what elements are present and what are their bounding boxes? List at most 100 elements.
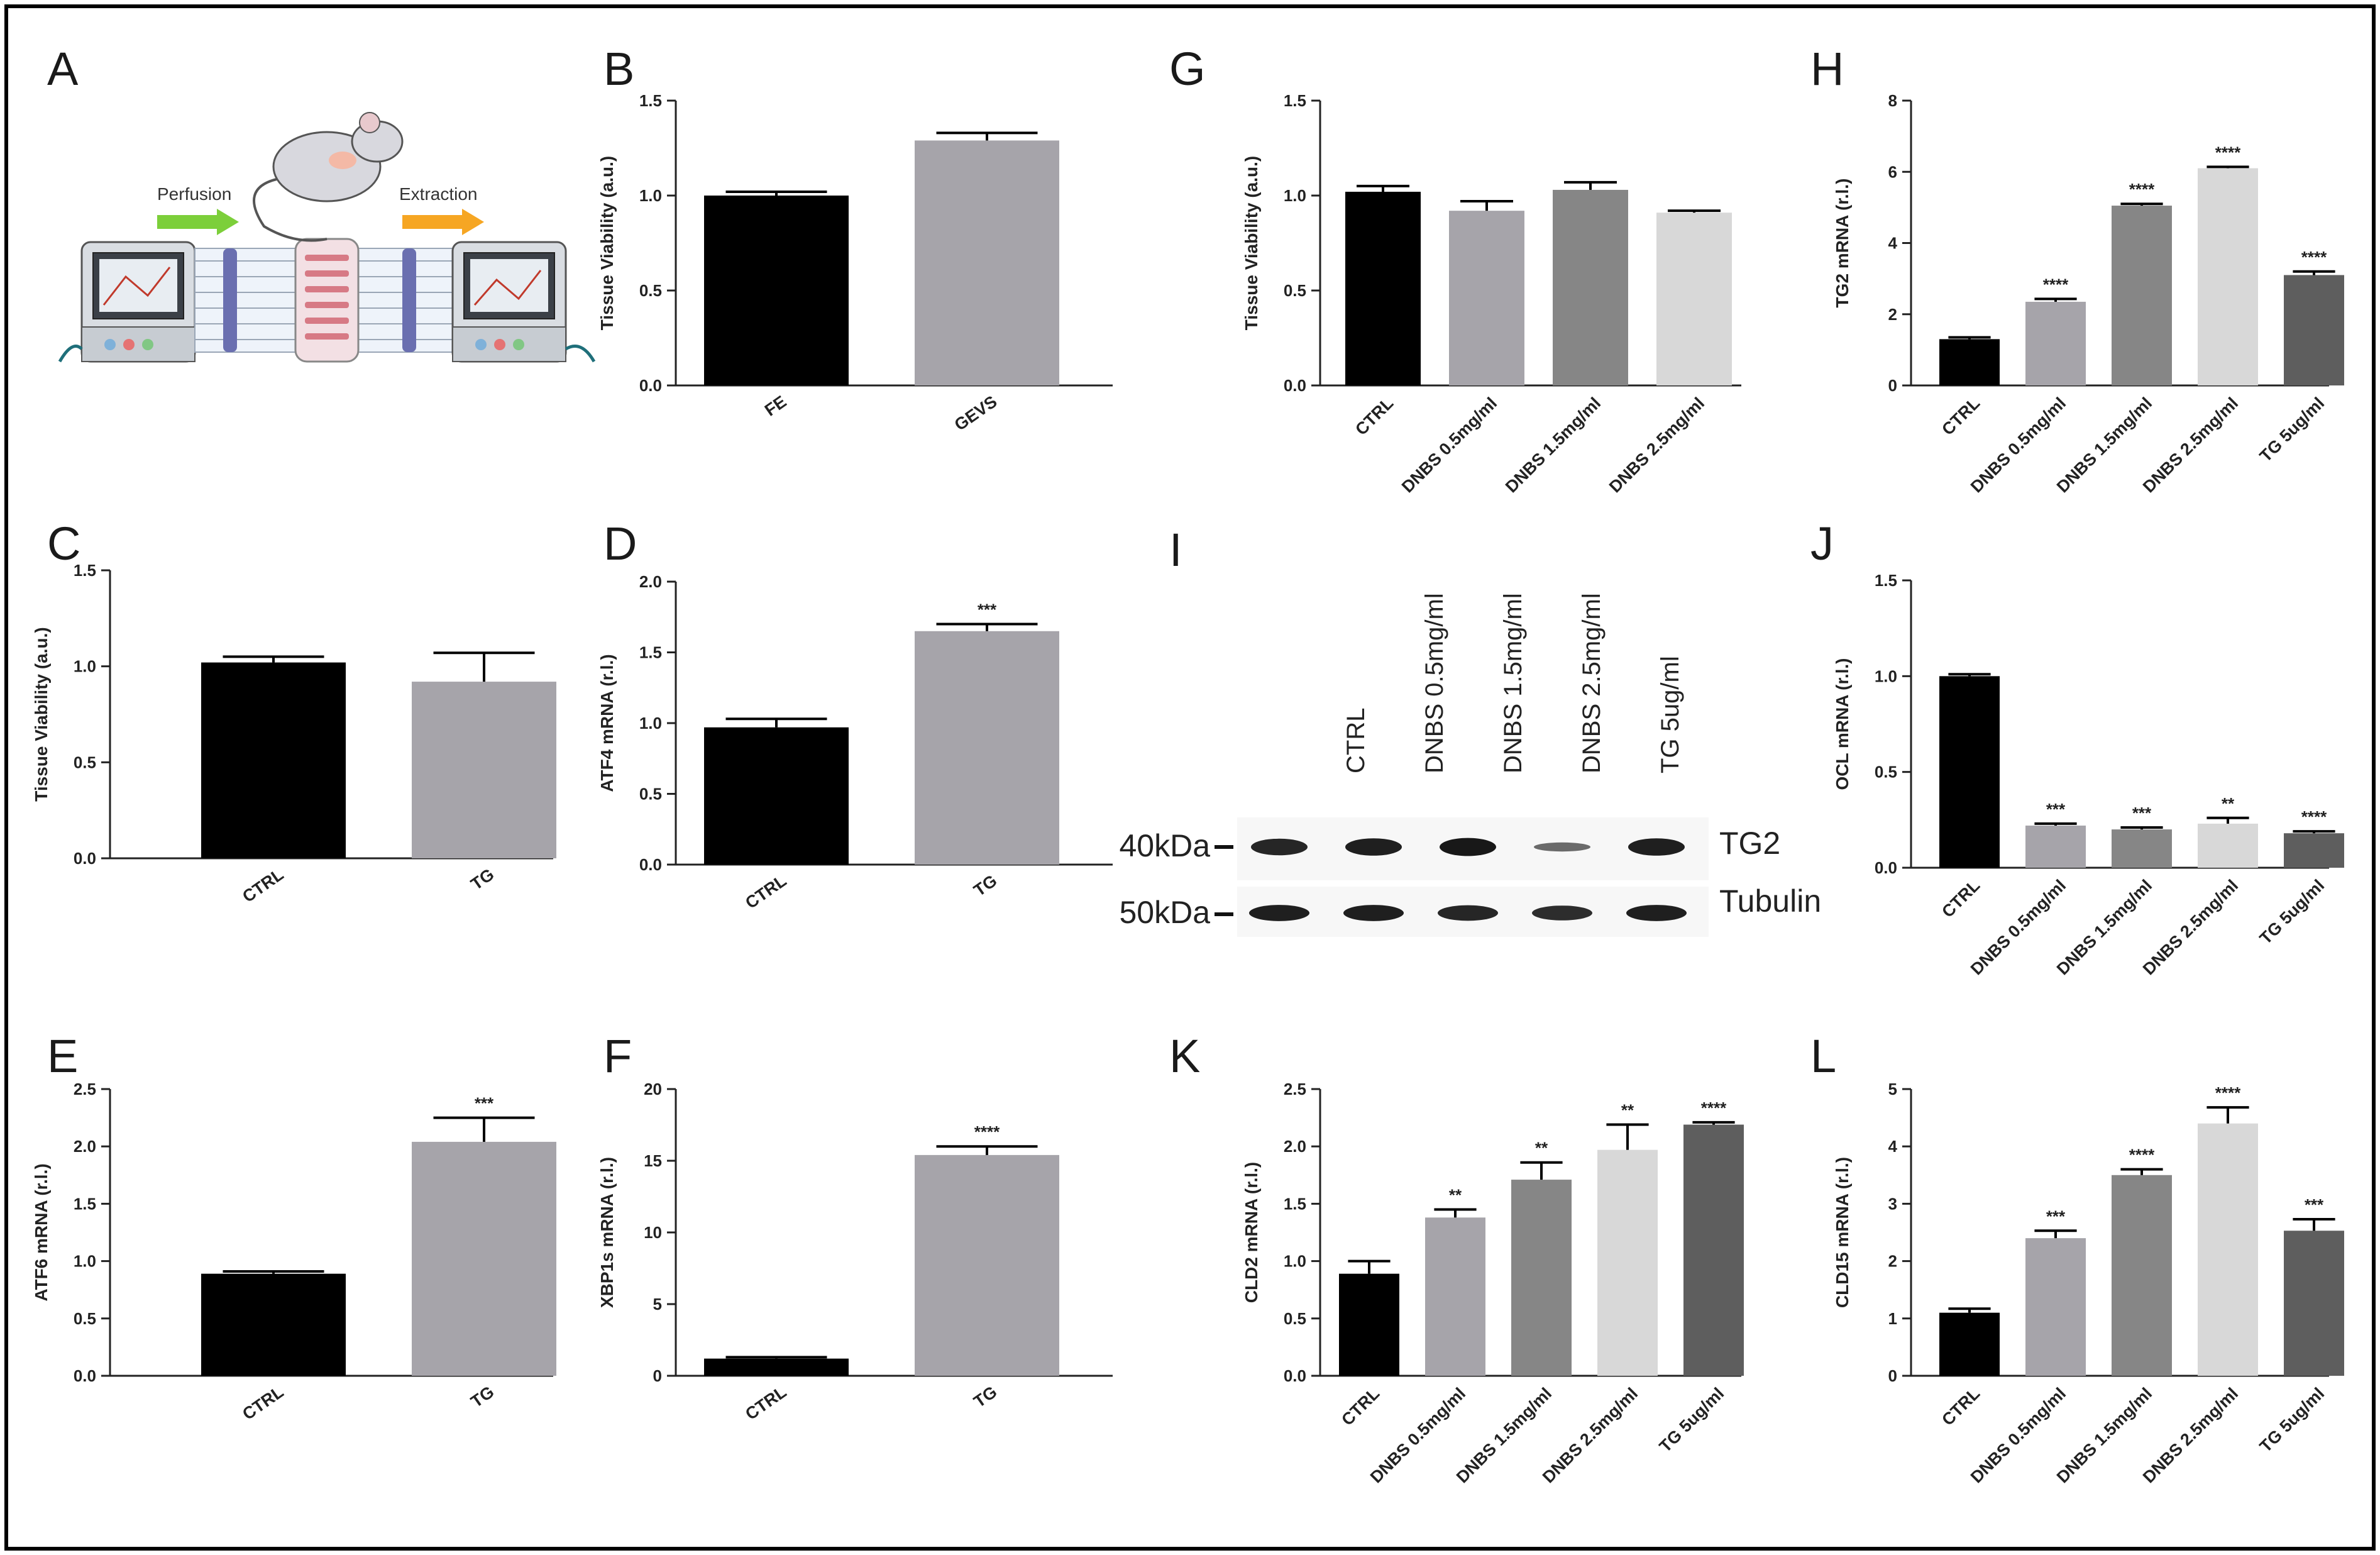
y-tick-label: 1.5 <box>639 91 662 110</box>
blot-lane-label: DNBS 2.5mg/ml <box>1578 593 1606 773</box>
significance-marker: **** <box>2215 1083 2241 1102</box>
bar <box>2025 825 2086 868</box>
y-tick-label: 5 <box>1888 1080 1897 1098</box>
y-tick-label: 0.5 <box>1284 281 1306 300</box>
tubulin-band <box>1626 905 1687 921</box>
panel-letter-i: I <box>1169 524 1182 576</box>
bar <box>704 1358 849 1376</box>
y-axis-title: OCL mRNA (r.l.) <box>1832 658 1852 790</box>
panel-letter-f: F <box>603 1030 632 1082</box>
y-tick-label: 0.0 <box>639 855 662 874</box>
perfusion-label: Perfusion <box>157 184 231 204</box>
bar <box>2284 275 2344 385</box>
panel-letter-k: K <box>1169 1030 1200 1082</box>
tg2-band <box>1534 842 1590 852</box>
y-tick-label: 0.5 <box>74 753 96 772</box>
y-tick-label: 1.5 <box>1284 1194 1306 1213</box>
y-tick-label: 0.5 <box>639 281 662 300</box>
y-tick-label: 0.0 <box>639 376 662 395</box>
y-axis-title: ATF4 mRNA (r.l.) <box>597 654 617 792</box>
y-tick-label: 0.5 <box>1875 763 1897 782</box>
y-tick-label: 0 <box>1888 376 1897 395</box>
significance-marker: **** <box>2301 248 2327 267</box>
significance-marker: *** <box>2046 800 2066 819</box>
bar <box>201 662 346 858</box>
bar <box>704 196 849 385</box>
panel-letter-b: B <box>603 43 634 95</box>
y-tick-label: 0.5 <box>1284 1309 1306 1328</box>
y-tick-label: 1 <box>1888 1309 1897 1328</box>
marker-40kda: 40kDa <box>1119 828 1210 863</box>
bar <box>2284 833 2344 868</box>
tg2-band <box>1628 838 1685 856</box>
tubulin-band <box>1249 905 1309 921</box>
bar <box>412 682 556 858</box>
bar <box>1511 1180 1572 1376</box>
y-tick-label: 2.5 <box>74 1080 96 1098</box>
y-tick-label: 0 <box>1888 1366 1897 1385</box>
y-tick-label: 0 <box>653 1366 662 1385</box>
blot-bands <box>1249 838 1687 921</box>
y-axis-title: Tissue Viability (a.u.) <box>1242 156 1261 331</box>
y-axis-title: Tissue Viability (a.u.) <box>597 156 617 331</box>
blot-lane-label: CTRL <box>1342 708 1370 773</box>
significance-marker: ** <box>1535 1139 1548 1158</box>
y-tick-label: 1.0 <box>639 714 662 733</box>
y-tick-label: 1.0 <box>1284 1252 1306 1271</box>
panel-letter-j: J <box>1810 517 1834 570</box>
y-tick-label: 0.5 <box>639 785 662 804</box>
bar <box>2112 1175 2172 1376</box>
bar <box>201 1273 346 1376</box>
blot-lane-label: DNBS 1.5mg/ml <box>1499 593 1527 773</box>
panel-letter-g: G <box>1169 43 1206 95</box>
y-tick-label: 0.0 <box>1284 376 1306 395</box>
y-tick-label: 2.5 <box>1284 1080 1306 1098</box>
mouse-icon <box>253 112 404 242</box>
tubulin-band <box>1532 905 1592 921</box>
perfusion-arrow-icon <box>157 209 239 235</box>
significance-marker: *** <box>978 600 997 619</box>
blot-lane-label: DNBS 0.5mg/ml <box>1421 593 1448 773</box>
bar <box>1553 189 1628 385</box>
right-pump-device-icon <box>451 241 596 363</box>
protein-tubulin-label: Tubulin <box>1719 883 1821 919</box>
bar <box>1597 1149 1658 1376</box>
bar <box>704 727 849 865</box>
significance-marker: **** <box>2129 1146 2155 1165</box>
y-tick-label: 2.0 <box>639 572 662 591</box>
y-tick-label: 1.0 <box>639 186 662 205</box>
bar <box>2284 1231 2344 1376</box>
significance-marker: **** <box>2043 275 2069 294</box>
y-tick-label: 15 <box>644 1151 662 1170</box>
bar <box>1939 676 2000 868</box>
significance-marker: ** <box>2222 794 2235 813</box>
y-tick-label: 20 <box>644 1080 662 1098</box>
y-tick-label: 0.0 <box>1875 858 1897 877</box>
bar <box>2025 1238 2086 1376</box>
y-tick-label: 1.0 <box>74 1252 96 1271</box>
panel-letter-l: L <box>1810 1030 1836 1082</box>
y-tick-label: 2.0 <box>1284 1137 1306 1156</box>
bar <box>2198 168 2258 385</box>
tubulin-band <box>1343 905 1404 921</box>
extraction-label: Extraction <box>399 184 478 204</box>
perfusion-tubes <box>194 238 453 363</box>
tg2-band <box>1345 838 1402 856</box>
bar <box>2025 301 2086 385</box>
extraction-arrow-icon <box>402 209 484 235</box>
significance-marker: **** <box>974 1122 1000 1141</box>
significance-marker: *** <box>2132 804 2152 822</box>
tg2-band <box>1251 838 1308 856</box>
bar <box>915 140 1059 386</box>
bar <box>1339 1273 1399 1376</box>
marker-50kda: 50kDa <box>1119 895 1210 930</box>
y-axis-title: XBP1s mRNA (r.l.) <box>597 1157 617 1308</box>
significance-marker: *** <box>2305 1195 2324 1214</box>
y-tick-label: 2.0 <box>74 1137 96 1156</box>
y-tick-label: 1.5 <box>639 643 662 662</box>
